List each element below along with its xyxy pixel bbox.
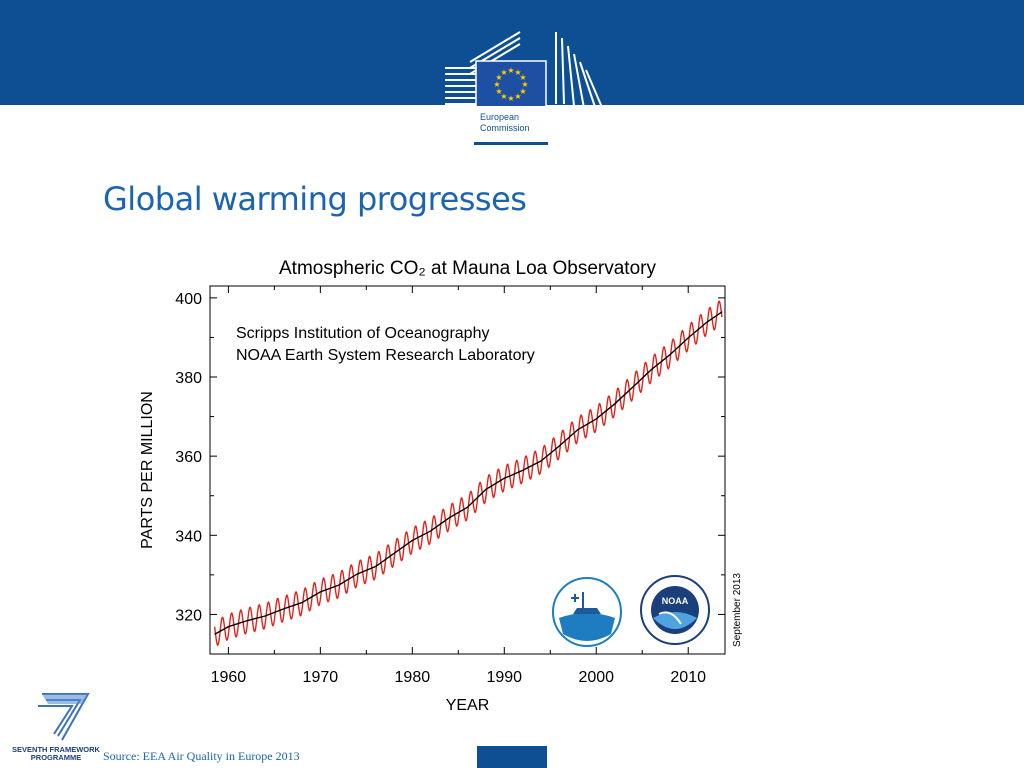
x-tick-label-1990: 1990: [486, 669, 522, 686]
svg-text:★: ★: [507, 66, 514, 75]
fp7-logo-text-2: PROGRAMME: [31, 753, 81, 762]
svg-text:★: ★: [500, 68, 507, 77]
plot-frame: [209, 285, 726, 655]
noaa-wave: [653, 612, 697, 629]
svg-text:★: ★: [493, 80, 500, 89]
scripps-trident-icon: [571, 594, 579, 602]
y-tick-label-400: 400: [175, 291, 202, 308]
source-note: Source: EEA Air Quality in Europe 2013: [103, 749, 300, 763]
svg-text:★: ★: [521, 80, 528, 89]
x-tick-label-1970: 1970: [303, 669, 339, 686]
co2-chart: Atmospheric CO₂ at Mauna Loa Observatory…: [120, 240, 760, 730]
ec-logo-card: European Commission: [474, 106, 548, 145]
scripps-wave: [559, 613, 615, 641]
european-commission-logo: ★ ★★ ★★★ ★★★ ★★★: [445, 31, 605, 113]
x-axis-label: YEAR: [446, 697, 490, 714]
y-tick-label-320: 320: [175, 607, 202, 624]
noaa-gull-icon: [658, 611, 682, 625]
y-tick-label-380: 380: [175, 370, 202, 387]
x-tick-label-1980: 1980: [395, 669, 431, 686]
scripps-ship-icon: [573, 608, 601, 614]
seventh-framework-logo: SEVENTH FRAMEWORK PROGRAMME: [12, 693, 101, 762]
svg-text:★: ★: [514, 68, 521, 77]
y-tick-label-360: 360: [175, 449, 202, 466]
svg-text:★: ★: [500, 92, 507, 101]
y-tick-label-340: 340: [175, 528, 202, 545]
ec-logo-text-2: Commission: [480, 123, 530, 133]
chart-title: Atmospheric CO₂ at Mauna Loa Observatory: [279, 258, 656, 279]
svg-text:★: ★: [519, 73, 526, 82]
chart-svg: Atmospheric CO₂ at Mauna Loa Observatory…: [139, 258, 743, 714]
svg-text:★: ★: [507, 94, 514, 103]
svg-text:★: ★: [519, 87, 526, 96]
chart-subtitle-1: Scripps Institution of Oceanography: [236, 325, 489, 342]
chart-subtitle-2: NOAA Earth System Research Laboratory: [236, 347, 535, 364]
noaa-logo-text: NOAA: [662, 596, 689, 606]
ec-logo-text-1: European: [480, 112, 520, 122]
slide-title: Global warming progresses: [103, 180, 527, 218]
side-note: September 2013: [732, 573, 743, 647]
y-axis-label: PARTS PER MILLION: [139, 391, 156, 549]
svg-text:★: ★: [514, 92, 521, 101]
series-line-trend: [214, 311, 723, 635]
x-tick-label-2000: 2000: [578, 669, 614, 686]
svg-text:★: ★: [495, 73, 502, 82]
eu-stars: ★ ★★ ★★★ ★★★ ★★★: [493, 66, 528, 103]
x-tick-label-1960: 1960: [211, 669, 247, 686]
series-line-monthly: [213, 300, 723, 647]
svg-text:★: ★: [495, 87, 502, 96]
footer-tab: [477, 746, 547, 768]
fp7-logo-text-1: SEVENTH FRAMEWORK: [12, 745, 101, 754]
x-tick-label-2010: 2010: [670, 669, 706, 686]
